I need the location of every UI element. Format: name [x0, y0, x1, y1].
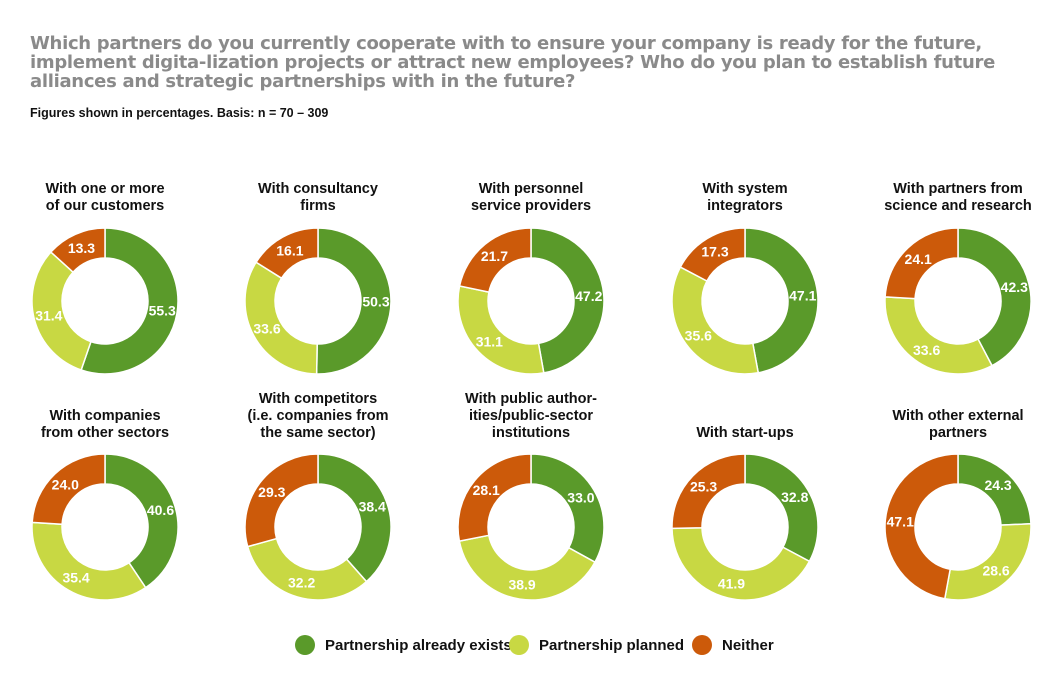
legend-swatch-neither — [692, 635, 712, 655]
donut-slice-planned — [884, 296, 993, 375]
donut-value-label-planned: 33.6 — [253, 321, 280, 337]
donut-title: With companies from other sectors — [40, 408, 170, 441]
donut-value-label-neither: 24.1 — [905, 251, 932, 267]
donut-value-label-exists: 50.3 — [362, 294, 389, 310]
donut-title: With one or more of our customers — [45, 181, 165, 214]
donut-title: With public author- ities/public-sector … — [465, 391, 597, 441]
legend: Partnership already exists Partnership p… — [0, 635, 1063, 657]
donut-value-label-neither: 21.7 — [481, 248, 508, 264]
legend-label-neither: Neither — [722, 636, 774, 654]
donut-slice-planned — [244, 261, 318, 375]
donut-slice-planned — [246, 537, 368, 601]
donut-title: With personnel service providers — [470, 181, 592, 214]
donut-slice-planned — [671, 527, 811, 601]
donut-slice-exists — [315, 227, 392, 375]
donut-slice-planned — [31, 521, 147, 601]
donut-value-label-planned: 35.4 — [62, 569, 89, 585]
donut-value-label-planned: 28.6 — [982, 563, 1009, 579]
donut-slice-planned — [457, 285, 545, 375]
chart-subtitle: Figures shown in percentages. Basis: n =… — [30, 106, 329, 120]
donut-value-label-neither: 29.3 — [258, 484, 285, 500]
donut-value-label-neither: 47.1 — [887, 514, 914, 530]
donut-slice-neither — [457, 453, 532, 543]
donut-value-label-planned: 33.6 — [913, 342, 940, 358]
donut-value-label-exists: 24.3 — [984, 477, 1011, 493]
donut-value-label-neither: 13.3 — [68, 240, 95, 256]
donut-slice-neither — [671, 453, 746, 530]
legend-item-exists: Partnership already exists — [295, 635, 512, 655]
donut-slice-exists — [530, 453, 605, 564]
donut-value-label-neither: 16.1 — [276, 242, 303, 258]
legend-label-planned: Partnership planned — [539, 636, 685, 654]
donut-slice-planned — [671, 266, 760, 375]
donut-value-label-exists: 32.8 — [781, 489, 808, 505]
donut-title: With system integrators — [702, 181, 788, 214]
donut-value-label-exists: 47.1 — [789, 288, 816, 304]
donut-slice-neither — [31, 453, 106, 526]
donut-slice-exists — [104, 453, 179, 589]
donut-value-label-planned: 41.9 — [718, 575, 745, 591]
donut-value-label-neither: 25.3 — [690, 478, 717, 494]
donut-slice-planned — [31, 250, 92, 371]
donut-slice-exists — [80, 227, 179, 375]
legend-swatch-planned — [509, 635, 529, 655]
donut-value-label-planned: 38.9 — [508, 576, 535, 592]
donut-value-label-exists: 47.2 — [575, 288, 602, 304]
donut-value-label-neither: 24.0 — [52, 477, 79, 493]
donut-title: With partners from science and research — [884, 181, 1032, 214]
donut-value-label-exists: 55.3 — [149, 303, 176, 319]
donut-slice-neither — [49, 227, 106, 274]
donut-value-label-planned: 35.6 — [685, 327, 712, 343]
legend-label-exists: Partnership already exists — [325, 636, 512, 654]
donut-value-label-neither: 17.3 — [701, 243, 728, 259]
legend-item-planned: Partnership planned — [509, 635, 684, 655]
donut-title: With consultancy firms — [258, 181, 378, 214]
donut-slice-neither — [884, 227, 959, 300]
donut-slice-neither — [244, 453, 319, 548]
donut-value-label-exists: 33.0 — [567, 489, 594, 505]
donut-value-label-exists: 38.4 — [359, 498, 386, 514]
donut-title: With start-ups — [696, 425, 794, 441]
donut-slice-planned — [458, 534, 596, 601]
donut-slice-neither — [255, 227, 319, 280]
donut-slice-neither — [458, 227, 532, 294]
legend-swatch-exists — [295, 635, 315, 655]
legend-item-neither: Neither — [692, 635, 774, 655]
donut-title: With other external partners — [892, 408, 1024, 441]
donut-title: With competitors (i.e. companies from th… — [247, 391, 389, 441]
donut-value-label-exists: 40.6 — [147, 502, 174, 518]
donut-slice-exists — [744, 453, 819, 563]
donut-value-label-planned: 31.4 — [35, 307, 62, 323]
donut-slice-neither — [679, 227, 746, 283]
donut-slice-exists — [957, 227, 1032, 367]
chart-title: Which partners do you currently cooperat… — [30, 33, 995, 92]
donut-slice-exists — [744, 227, 819, 374]
donut-value-label-neither: 28.1 — [473, 482, 500, 498]
donut-slice-exists — [317, 453, 392, 583]
donut-slice-neither — [884, 453, 959, 600]
donut-slice-exists — [530, 227, 605, 374]
donut-value-label-exists: 42.3 — [1001, 279, 1028, 295]
donut-value-label-planned: 32.2 — [288, 575, 315, 591]
donut-value-label-planned: 31.1 — [476, 333, 503, 349]
